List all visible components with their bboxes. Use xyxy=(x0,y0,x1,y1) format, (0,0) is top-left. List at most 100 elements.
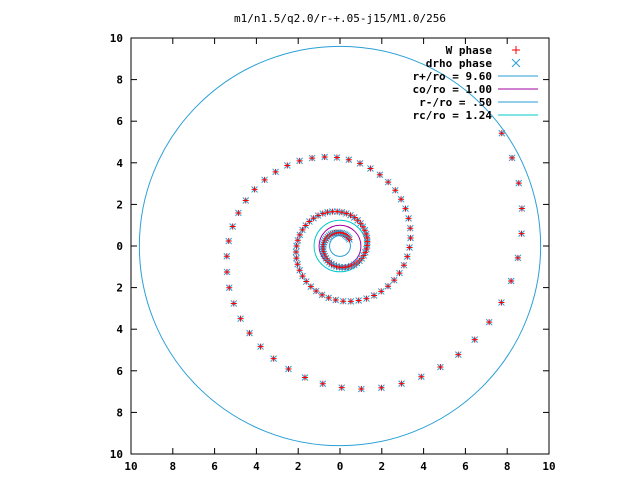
w-point xyxy=(340,298,347,305)
x-tick-label: 4 xyxy=(253,460,260,473)
w-point xyxy=(325,294,332,301)
y-tick-label: 2 xyxy=(116,198,123,211)
w-point xyxy=(418,373,425,380)
w-point xyxy=(303,278,310,285)
legend-label: co/ro = 1.00 xyxy=(413,83,492,96)
w-point xyxy=(299,273,306,280)
w-point xyxy=(294,237,301,244)
x-tick-label: 2 xyxy=(378,460,385,473)
x-tick-label: 6 xyxy=(462,460,469,473)
w-point xyxy=(257,343,264,350)
w-point xyxy=(378,288,385,295)
w-point xyxy=(508,278,515,285)
w-point xyxy=(324,209,331,216)
w-point xyxy=(225,238,232,245)
w-point xyxy=(293,255,300,262)
w-point xyxy=(309,155,316,162)
w-point xyxy=(455,351,462,358)
w-point xyxy=(321,153,328,160)
w-point xyxy=(296,157,303,164)
w-point xyxy=(367,165,374,172)
w-point xyxy=(313,288,320,295)
x-tick-label: 10 xyxy=(124,460,137,473)
w-point xyxy=(385,283,392,290)
w-point xyxy=(242,197,249,204)
data-points xyxy=(223,129,526,393)
y-tick-label: 0 xyxy=(116,240,123,253)
w-point xyxy=(230,300,237,307)
chart-title: m1/n1.5/q2.0/r-+.05-j15/M1.0/256 xyxy=(234,12,446,25)
y-tick-label: 4 xyxy=(116,323,123,336)
w-point xyxy=(391,277,398,284)
w-point xyxy=(294,261,301,268)
w-point xyxy=(306,218,313,225)
x-tick-label: 6 xyxy=(211,460,218,473)
w-point xyxy=(437,364,444,371)
y-tick-label: 8 xyxy=(116,74,123,87)
legend-label: rc/ro = 1.24 xyxy=(413,109,493,122)
w-point xyxy=(358,386,365,393)
w-point xyxy=(406,244,413,251)
w-point xyxy=(407,225,414,232)
w-point xyxy=(338,209,345,216)
w-point xyxy=(405,215,412,222)
w-point xyxy=(261,176,268,183)
w-point xyxy=(307,283,314,290)
w-point xyxy=(396,270,403,277)
w-point xyxy=(509,154,516,161)
w-point xyxy=(359,223,366,230)
w-point xyxy=(345,156,352,163)
y-tick-label: 4 xyxy=(116,157,123,170)
w-point xyxy=(357,160,364,167)
y-tick-label: 2 xyxy=(116,282,123,295)
w-point xyxy=(385,179,392,186)
w-point xyxy=(319,380,326,387)
w-point xyxy=(293,243,300,250)
w-point xyxy=(296,267,303,274)
w-point xyxy=(355,297,362,304)
w-point xyxy=(338,384,345,391)
w-point xyxy=(404,253,411,260)
w-point xyxy=(329,208,336,215)
y-tick-label: 6 xyxy=(116,365,123,378)
w-point xyxy=(402,205,409,212)
y-tick-label: 6 xyxy=(116,115,123,128)
w-point xyxy=(343,210,350,217)
legend-label: W phase xyxy=(446,44,493,57)
legend-label: r+/ro = 9.60 xyxy=(413,70,492,83)
w-point xyxy=(371,292,378,299)
w-point xyxy=(515,180,522,187)
w-point xyxy=(498,130,505,137)
w-point xyxy=(251,186,258,193)
w-point xyxy=(518,205,525,212)
w-point xyxy=(229,223,236,230)
w-point xyxy=(363,295,370,302)
w-point xyxy=(235,209,242,216)
w-point xyxy=(246,330,253,337)
w-point xyxy=(284,162,291,169)
y-tick-label: 8 xyxy=(116,406,123,419)
w-point xyxy=(301,374,308,381)
w-point xyxy=(270,355,277,362)
w-point xyxy=(400,262,407,269)
w-point xyxy=(363,245,370,252)
w-point xyxy=(296,231,303,238)
x-tick-label: 8 xyxy=(504,460,511,473)
w-point xyxy=(310,215,317,222)
w-point xyxy=(364,234,371,241)
w-point xyxy=(486,319,493,326)
legend-label: r-/ro = .50 xyxy=(419,96,492,109)
w-point xyxy=(333,154,340,161)
w-point xyxy=(223,253,230,260)
w-point xyxy=(319,291,326,298)
x-tick-label: 10 xyxy=(542,460,555,473)
reference-circle xyxy=(138,45,542,447)
w-point xyxy=(237,315,244,322)
w-point xyxy=(347,298,354,305)
w-point xyxy=(223,268,230,275)
legend-sample xyxy=(512,46,520,54)
w-point xyxy=(514,254,521,261)
legend-sample xyxy=(511,58,521,68)
w-point xyxy=(332,296,339,303)
